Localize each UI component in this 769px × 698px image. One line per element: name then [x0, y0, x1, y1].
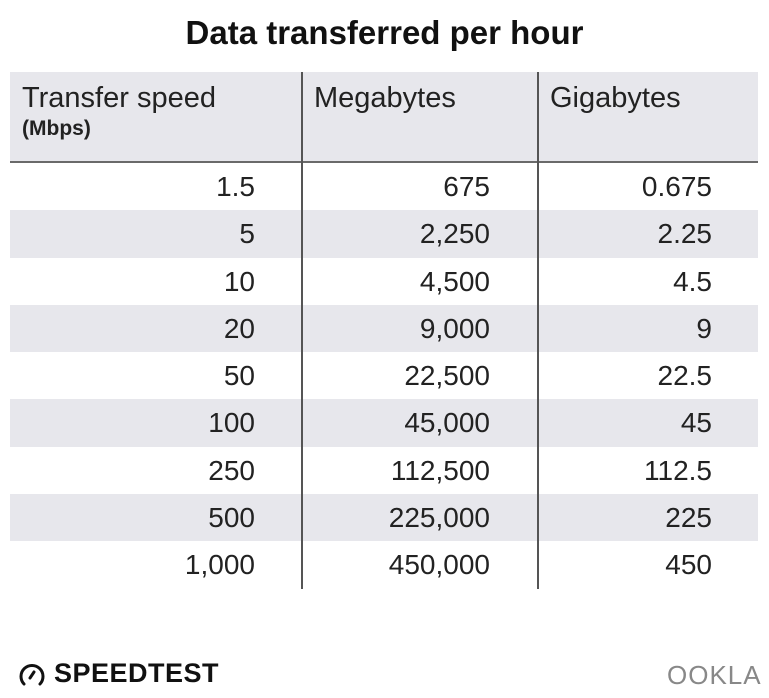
- gigabytes-cell: 0.675: [641, 171, 712, 202]
- speed-cell: 100: [208, 407, 255, 439]
- column-divider: [301, 72, 303, 589]
- gigabytes-cell: 9: [696, 312, 712, 344]
- ookla-logo: OOKLA: [667, 660, 762, 690]
- megabytes-cell: 450,000: [388, 549, 490, 581]
- header-label: Transfer speed: [22, 82, 216, 114]
- megabytes-cell: 4,500: [419, 265, 490, 297]
- table-row: 1.5 675 0.675: [10, 163, 758, 210]
- table-row: 1,000 450,000 450: [10, 541, 758, 588]
- column-divider: [537, 72, 539, 589]
- table-row: 5 2,250 2.25: [10, 210, 758, 258]
- gigabytes-cell: 450: [665, 549, 712, 581]
- megabytes-cell: 675: [443, 171, 490, 202]
- speed-cell: 10: [223, 265, 255, 297]
- table-row: 250 112,500 112.5: [10, 447, 758, 494]
- megabytes-cell: 112,500: [390, 454, 490, 486]
- table-row: 10 4,500 4.5: [10, 258, 758, 305]
- gigabytes-cell: 4.5: [673, 265, 712, 297]
- header-transfer-speed: Transfer speed (Mbps): [22, 82, 216, 141]
- megabytes-cell: 22,500: [404, 360, 490, 392]
- megabytes-cell: 225,000: [388, 502, 490, 534]
- speed-cell: 1,000: [184, 549, 255, 581]
- speed-cell: 50: [223, 360, 255, 392]
- speed-cell: 500: [208, 502, 255, 534]
- speedometer-icon: [19, 663, 45, 685]
- megabytes-cell: 9,000: [419, 312, 490, 344]
- speed-cell: 1.5: [216, 171, 255, 202]
- table-row: 100 45,000 45: [10, 399, 758, 447]
- table-header: Transfer speed (Mbps) Megabytes Gigabyte…: [10, 72, 758, 163]
- table-row: 50 22,500 22.5: [10, 352, 758, 399]
- header-unit: (Mbps): [22, 117, 91, 140]
- speedtest-wordmark: SPEEDTEST: [54, 658, 220, 688]
- header-gigabytes: Gigabytes: [550, 82, 681, 114]
- speed-cell: 250: [208, 454, 255, 486]
- gigabytes-cell: 112.5: [644, 454, 712, 486]
- header-megabytes: Megabytes: [314, 82, 456, 114]
- table-row: 20 9,000 9: [10, 304, 758, 353]
- speed-cell: 5: [239, 218, 255, 250]
- gigabytes-cell: 2.25: [657, 218, 713, 250]
- megabytes-cell: 2,250: [419, 218, 490, 250]
- gigabytes-cell: 225: [665, 502, 712, 534]
- megabytes-cell: 45,000: [404, 407, 490, 439]
- table-title: Data transferred per hour: [185, 14, 584, 51]
- speedtest-logo: SPEEDTEST: [18, 658, 219, 689]
- gigabytes-cell: 22.5: [657, 360, 713, 392]
- data-table: Transfer speed (Mbps) Megabytes Gigabyte…: [10, 72, 758, 589]
- speed-cell: 20: [223, 312, 255, 344]
- gigabytes-cell: 45: [680, 407, 712, 439]
- table-row: 500 225,000 225: [10, 494, 758, 542]
